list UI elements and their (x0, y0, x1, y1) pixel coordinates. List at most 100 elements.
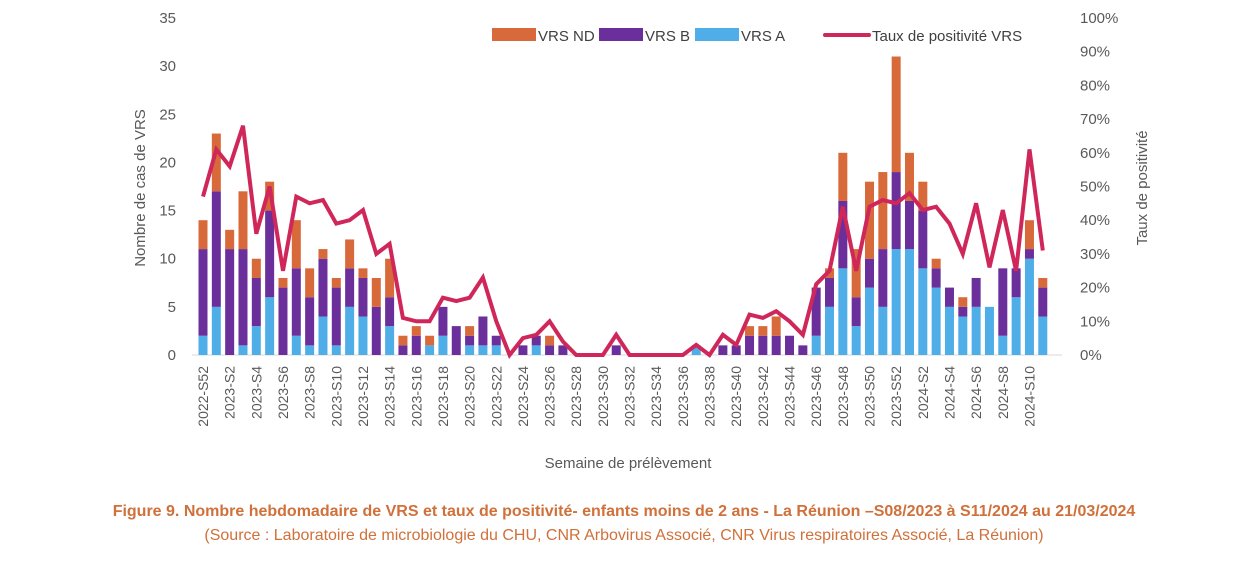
x-tick-label: 2023-S6 (275, 366, 291, 419)
bar-vrs-b (211, 191, 221, 307)
y-axis-title: Nombre de cas de VRS (132, 109, 149, 267)
bar-vrs-b (238, 249, 248, 346)
bar-vrs-nd (385, 258, 395, 298)
bar-vrs-b (1038, 287, 1048, 317)
bar-vrs-a (865, 287, 874, 355)
x-tick-label: 2024-S6 (968, 366, 984, 419)
bar-vrs-b (225, 249, 235, 355)
bar-vrs-b (904, 200, 914, 250)
y-tick-label: 25 (159, 106, 176, 123)
y-tick-label: 5 (168, 299, 176, 316)
bar-vrs-a (358, 316, 368, 355)
y2-tick-label: 40% (1080, 212, 1110, 229)
bar-vrs-b (531, 335, 541, 346)
bar-vrs-b (785, 335, 795, 355)
bar-vrs-a (971, 306, 981, 355)
bar-vrs-nd (425, 335, 435, 346)
bar-vrs-b (771, 335, 781, 355)
legend-swatch-vrs-b (599, 28, 643, 41)
x-ticks: 2022-S52 2023-S2 2023-S4 2023-S6 2023-S8 2023… (195, 366, 1037, 427)
y-tick-label: 0 (168, 347, 176, 364)
figure-caption-source: (Source : Laboratoire de microbiologie d… (204, 527, 1044, 544)
bar-vrs-nd (358, 268, 368, 278)
bar-vrs-a (238, 345, 248, 355)
legend-label-vrs-nd: VRS ND (538, 28, 595, 45)
x-tick-label: 2023-S24 (515, 366, 531, 427)
bar-vrs-a (984, 306, 994, 355)
y2-tick-label: 30% (1080, 246, 1110, 263)
bar-vrs-nd (211, 133, 221, 192)
bar-vrs-a (904, 249, 914, 355)
bar-vrs-b (944, 287, 954, 307)
x-tick-label: 2023-S32 (622, 366, 638, 427)
y-tick-label: 20 (159, 154, 176, 171)
bar-vrs-b (451, 326, 461, 355)
bar-vrs-b (345, 268, 355, 307)
y2-tick-label: 90% (1080, 44, 1110, 61)
bar-vrs-nd (251, 258, 261, 278)
bar-vrs-nd (838, 152, 848, 201)
x-tick-label: 2023-S28 (568, 366, 584, 427)
y-tick-label: 35 (159, 10, 176, 27)
bar-vrs-b (865, 258, 874, 288)
bar-vrs-a (198, 335, 208, 355)
bar-vrs-a (878, 306, 888, 355)
bar-vrs-nd (758, 326, 768, 336)
bar-vrs-a (891, 249, 901, 355)
bar-vrs-nd (545, 335, 555, 346)
bar-vrs-b (358, 277, 368, 317)
bar-vrs-b (958, 306, 968, 317)
y2-tick-label: 60% (1080, 145, 1110, 162)
x-tick-label: 2023-S52 (888, 366, 904, 427)
bar-vrs-b (931, 268, 941, 288)
x-tick-label: 2023-S46 (808, 366, 824, 427)
y-tick-label: 10 (159, 251, 176, 268)
bar-vrs-a (1011, 297, 1021, 355)
positivity-line (201, 125, 1045, 359)
x-tick-label: 2023-S2 (222, 366, 238, 419)
legend-swatch-vrs-a (695, 28, 739, 41)
x-tick-label: 2023-S8 (302, 366, 318, 419)
bar-vrs-a (531, 345, 541, 355)
bar-vrs-b (385, 297, 395, 327)
bar-vrs-b (811, 287, 821, 336)
bar-vrs-nd (904, 152, 914, 201)
legend-label-vrs-a: VRS A (741, 28, 785, 45)
bar-vrs-b (825, 277, 835, 307)
bar-vrs-b (878, 249, 888, 307)
x-tick-label: 2023-S36 (675, 366, 691, 427)
bar-vrs-b (745, 335, 755, 355)
bar-vrs-a (944, 306, 954, 355)
x-tick-label: 2023-S10 (328, 366, 344, 427)
positivity-line-path (201, 125, 1045, 359)
x-tick-label: 2023-S48 (835, 366, 851, 427)
bar-vrs-nd (371, 277, 381, 307)
bar-vrs-nd (238, 191, 248, 250)
x-tick-label: 2023-S12 (355, 366, 371, 427)
bar-vrs-b (918, 210, 928, 269)
bar-vrs-a (1024, 258, 1034, 355)
vrs-chart: 0 5 10 15 20 25 30 35 0% 10% 20% 30% 40% 50% 60% 70% 80… (132, 10, 1151, 472)
bar-vrs-b (411, 335, 421, 355)
bar-vrs-nd (851, 249, 861, 298)
bar-vrs-nd (318, 249, 328, 259)
x-tick-label: 2023-S30 (595, 366, 611, 427)
bar-vrs-nd (398, 335, 408, 346)
y2-tick-label: 70% (1080, 111, 1110, 128)
bar-vrs-b (838, 200, 848, 269)
bar-vrs-b (611, 345, 621, 355)
y-tick-label: 15 (159, 203, 176, 220)
bar-vrs-b (731, 345, 741, 355)
x-tick-label: 2023-S18 (435, 366, 451, 427)
x-tick-label: 2024-S10 (1021, 366, 1037, 427)
bar-vrs-a (465, 345, 475, 355)
bar-vrs-nd (278, 277, 288, 288)
bar-vrs-b (891, 172, 901, 250)
bar-vrs-b (371, 306, 381, 355)
bar-vrs-b (278, 287, 288, 355)
bar-vrs-b (265, 210, 275, 298)
bar-vrs-b (465, 335, 475, 346)
bar-vrs-a (331, 345, 341, 355)
x-tick-label: 2023-S14 (382, 366, 398, 427)
bars (198, 56, 1048, 355)
